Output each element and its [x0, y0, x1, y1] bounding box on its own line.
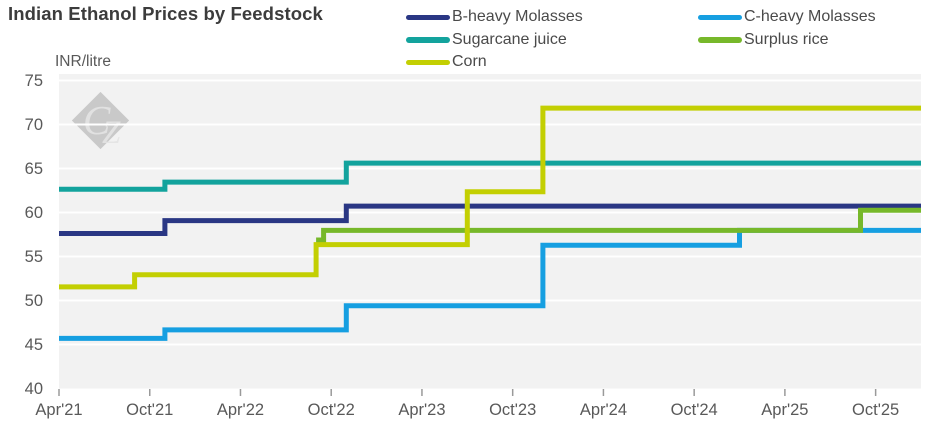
legend-swatch-surplus-rice	[698, 37, 742, 43]
series-line-c-heavy-molasses	[59, 227, 921, 341]
legend-label-surplus-rice: Surplus rice	[744, 30, 829, 48]
y-tick-label-55: 55	[25, 248, 43, 266]
x-tick-label-apr-23: Apr'23	[398, 401, 445, 419]
legend-swatch-corn	[406, 59, 450, 65]
legend-item-c-heavy-molasses: C-heavy Molasses	[698, 8, 876, 26]
series-line-corn	[59, 105, 921, 290]
cz-watermark-letter-c: C	[83, 97, 111, 143]
x-tick-label-oct-22: Oct'22	[308, 401, 355, 419]
x-tick-label-apr-22: Apr'22	[217, 401, 264, 419]
y-tick-label-40: 40	[25, 380, 43, 398]
legend-label-sugarcane-juice: Sugarcane juice	[452, 30, 567, 48]
legend-item-surplus-rice: Surplus rice	[698, 31, 876, 49]
legend-item-b-heavy-molasses: B-heavy Molasses	[406, 8, 698, 26]
series-line-sugarcane-juice	[59, 160, 921, 192]
y-tick-label-60: 60	[25, 204, 43, 222]
x-tick-label-oct-24: Oct'24	[671, 401, 718, 419]
y-tick-label-70: 70	[25, 116, 43, 134]
x-tick-label-apr-21: Apr'21	[35, 401, 82, 419]
legend-label-c-heavy-molasses: C-heavy Molasses	[744, 8, 876, 26]
chart-title: Indian Ethanol Prices by Feedstock	[8, 3, 323, 24]
y-tick-label-45: 45	[25, 336, 43, 354]
cz-watermark-diamond	[71, 91, 130, 150]
y-axis-unit-label: INR/litre	[55, 53, 111, 70]
legend-swatch-c-heavy-molasses	[698, 14, 742, 20]
legend-label-corn: Corn	[452, 53, 487, 71]
y-tick-label-75: 75	[25, 72, 43, 90]
series-line-b-heavy-molasses	[59, 203, 921, 236]
legend: B-heavy Molasses C-heavy Molasses Sugarcan…	[406, 6, 876, 74]
legend-swatch-sugarcane-juice	[406, 37, 450, 43]
legend-swatch-b-heavy-molasses	[406, 14, 450, 20]
x-tick-label-oct-25: Oct'25	[852, 401, 899, 419]
x-tick-label-oct-23: Oct'23	[489, 401, 536, 419]
cz-watermark-letter-z: Z	[102, 115, 121, 151]
legend-item-sugarcane-juice: Sugarcane juice	[406, 31, 698, 49]
legend-label-b-heavy-molasses: B-heavy Molasses	[452, 8, 583, 26]
y-tick-label-65: 65	[25, 160, 43, 178]
x-tick-label-apr-24: Apr'24	[580, 401, 627, 419]
x-tick-label-apr-25: Apr'25	[761, 401, 808, 419]
legend-item-corn: Corn	[406, 53, 698, 71]
x-tick-label-oct-21: Oct'21	[126, 401, 173, 419]
y-tick-label-50: 50	[25, 292, 43, 310]
series-line-surplus-rice	[316, 207, 921, 243]
